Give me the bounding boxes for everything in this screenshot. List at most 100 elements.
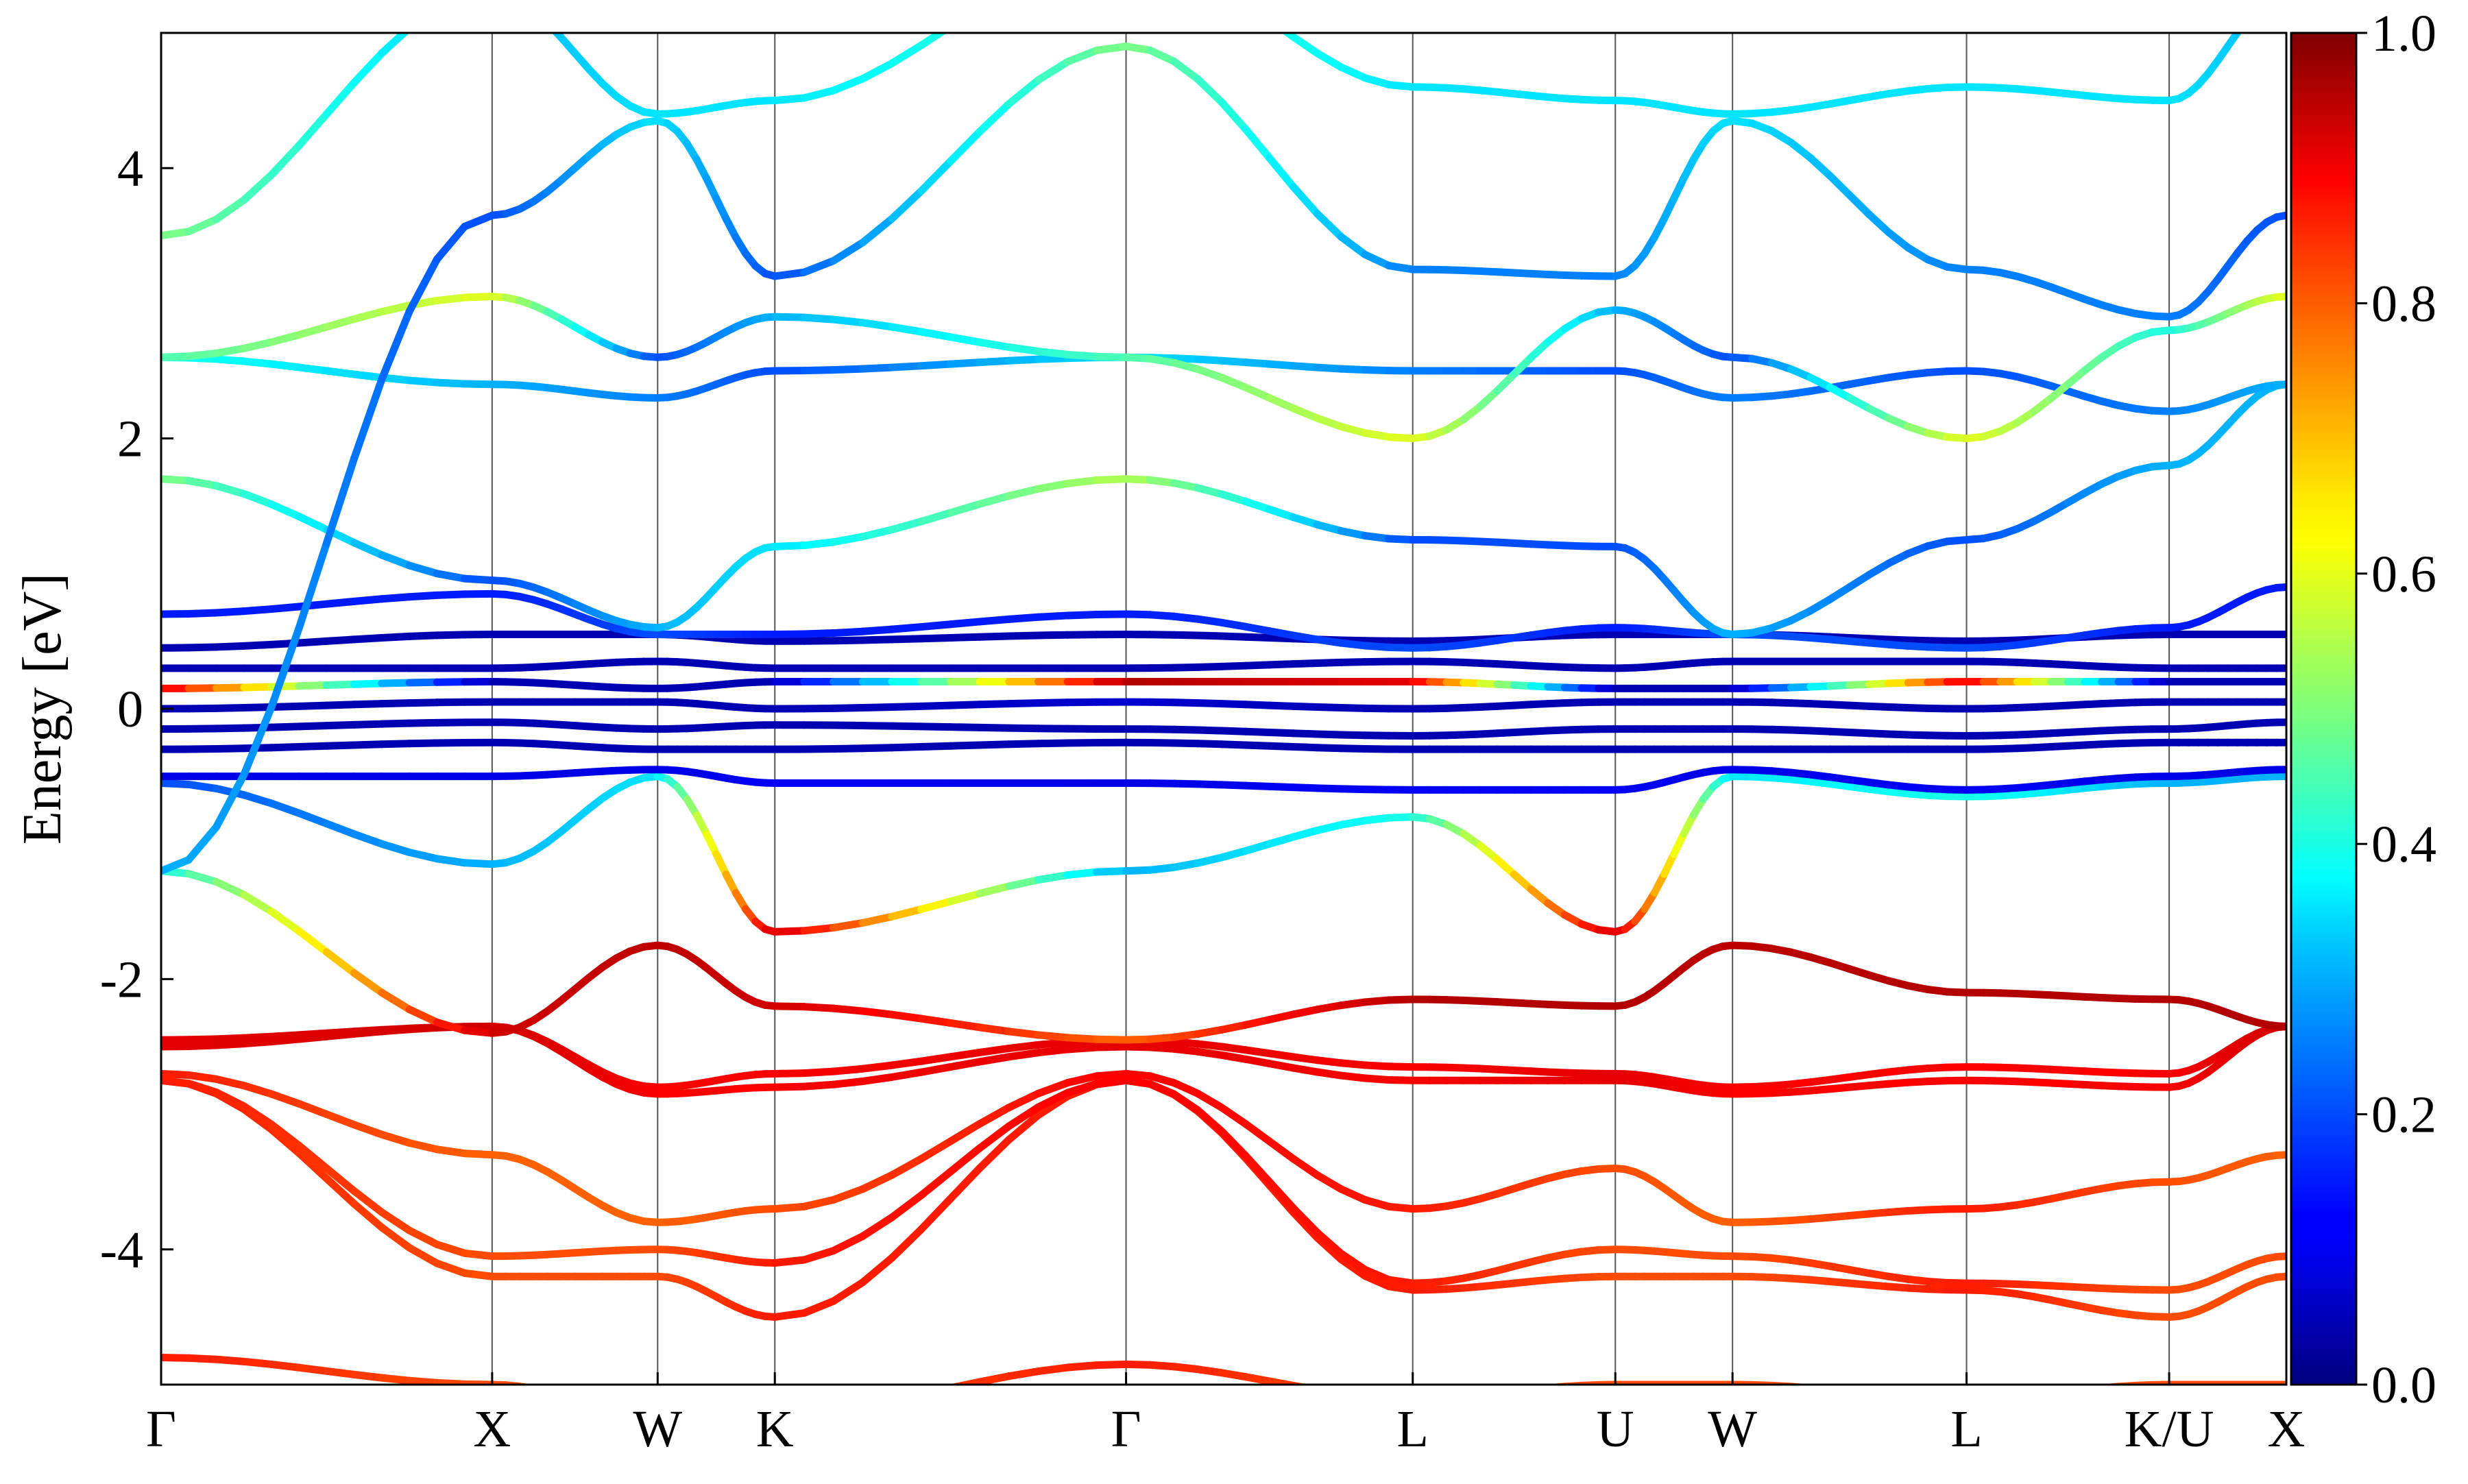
band-segment bbox=[1564, 1385, 1582, 1387]
band-segment bbox=[409, 1010, 437, 1023]
band-segment bbox=[862, 629, 892, 631]
band-segment bbox=[161, 1358, 189, 1359]
band-segment bbox=[892, 1195, 921, 1217]
band-segment bbox=[244, 1361, 271, 1364]
band-segment bbox=[326, 640, 354, 642]
colorbar-tick-label: 1.0 bbox=[2371, 5, 2436, 62]
band-segment bbox=[1270, 158, 1294, 186]
band-segment bbox=[189, 1084, 216, 1093]
band-segment bbox=[2277, 1256, 2286, 1257]
band-segment bbox=[2247, 8, 2257, 19]
band-segment bbox=[1097, 47, 1126, 51]
x-tick-label: X bbox=[2268, 1400, 2306, 1458]
band-segment bbox=[862, 323, 892, 327]
band-segment bbox=[216, 881, 243, 895]
band-segment bbox=[1270, 1141, 1294, 1159]
band-segment bbox=[950, 132, 980, 161]
band-segment bbox=[862, 1175, 892, 1189]
band-segment bbox=[950, 1052, 980, 1056]
band-segment bbox=[1908, 1396, 1927, 1398]
band-segment bbox=[1150, 50, 1174, 61]
band-segment bbox=[1447, 1396, 1464, 1398]
band-segment bbox=[921, 705, 951, 706]
band-segment bbox=[1222, 1108, 1246, 1124]
band-segment bbox=[1038, 358, 1067, 360]
band-segment bbox=[409, 852, 437, 858]
band-segment bbox=[465, 579, 492, 581]
band-segment bbox=[950, 1023, 980, 1027]
band-segment bbox=[775, 1086, 804, 1087]
band-segment bbox=[1067, 50, 1097, 62]
band-segment bbox=[354, 973, 382, 993]
band-segment bbox=[980, 1376, 1009, 1382]
band-segment bbox=[1067, 354, 1097, 356]
band-segment bbox=[1983, 1397, 2000, 1398]
band-segment bbox=[271, 1364, 299, 1367]
band-segment bbox=[437, 382, 464, 384]
band-segment bbox=[299, 327, 326, 334]
band-segment bbox=[437, 574, 464, 579]
band-segment bbox=[2034, 1393, 2051, 1394]
band-segment bbox=[244, 795, 271, 803]
band-segment bbox=[1531, 1388, 1548, 1389]
band-segment bbox=[520, 1387, 533, 1389]
band-segment bbox=[2051, 1391, 2068, 1394]
band-segment bbox=[862, 916, 892, 923]
band-segment bbox=[834, 319, 863, 323]
band-segment bbox=[1038, 352, 1067, 355]
band-segment bbox=[216, 1359, 243, 1361]
band-segment bbox=[775, 931, 804, 932]
band-segment bbox=[1548, 1387, 1565, 1388]
band-segment bbox=[1429, 1397, 1447, 1398]
band-segment bbox=[1009, 359, 1039, 361]
colorbar-tick-label: 0.0 bbox=[2371, 1357, 2436, 1414]
band-segment bbox=[216, 611, 243, 613]
band-segment bbox=[189, 827, 216, 860]
band-segment bbox=[437, 1244, 464, 1253]
band bbox=[161, 742, 2286, 749]
band-segment bbox=[465, 215, 492, 226]
band-segment bbox=[271, 334, 299, 342]
band-segment bbox=[603, 1405, 616, 1408]
band-segment bbox=[244, 361, 271, 364]
band-segment bbox=[354, 637, 382, 639]
band-segment bbox=[921, 901, 951, 909]
x-tick-label: U bbox=[1597, 1400, 1634, 1458]
band-segment bbox=[950, 337, 980, 343]
band-segment bbox=[354, 1374, 382, 1378]
band-segment bbox=[465, 1030, 492, 1033]
band-segment bbox=[382, 993, 409, 1010]
band-segment bbox=[862, 1011, 892, 1014]
band-segment bbox=[1317, 418, 1341, 426]
x-tick-label: L bbox=[1950, 1400, 1982, 1458]
band-segment bbox=[382, 1028, 409, 1030]
band-segment bbox=[892, 327, 921, 332]
band-segment bbox=[161, 783, 189, 784]
band-segment bbox=[804, 1084, 834, 1086]
band-segment bbox=[892, 747, 921, 748]
band-segment bbox=[161, 479, 189, 481]
band-segment bbox=[950, 363, 980, 365]
band-segment bbox=[271, 504, 299, 517]
band-segment bbox=[326, 952, 354, 973]
band-segment bbox=[1198, 1093, 1222, 1107]
band-segment bbox=[1222, 102, 1246, 129]
band-segment bbox=[326, 601, 354, 604]
band-segment bbox=[834, 708, 863, 709]
band-segment bbox=[1293, 187, 1317, 214]
band-segment bbox=[1009, 880, 1039, 886]
band-segment bbox=[216, 708, 243, 709]
band bbox=[161, 770, 2286, 790]
band-segment bbox=[326, 745, 354, 746]
band-segment bbox=[409, 1143, 437, 1149]
band-segment bbox=[1174, 1083, 1198, 1094]
band-segment bbox=[921, 1388, 951, 1394]
band-segment bbox=[189, 784, 216, 788]
band-segment bbox=[326, 82, 354, 114]
band-segment bbox=[775, 546, 804, 547]
band-segment bbox=[1341, 1189, 1365, 1200]
band-segment bbox=[1097, 1080, 1126, 1084]
band-segment bbox=[950, 745, 980, 746]
band-segment bbox=[189, 874, 216, 882]
